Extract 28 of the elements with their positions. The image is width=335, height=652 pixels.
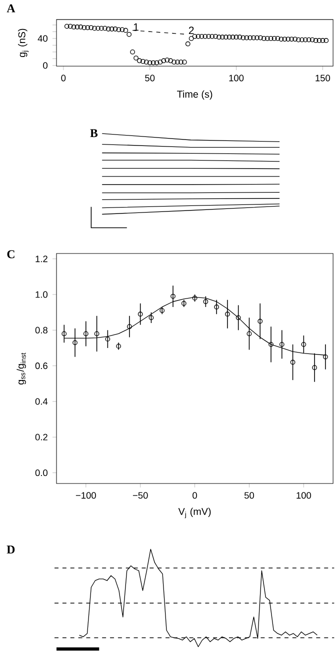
x-tick-label: −100 <box>76 492 96 499</box>
x-axis-title: Time (s) <box>177 90 212 100</box>
y-tick-label: 0 <box>43 62 48 69</box>
y-axis-title: g$_{ss}$/g$_{inst}$ <box>16 352 26 384</box>
y-tick-label: 1.0 <box>36 291 48 298</box>
x-tick-label: −50 <box>132 492 148 499</box>
y-axis-title: g$_{j}$ (nS) <box>18 28 28 58</box>
y-tick-label: 0.2 <box>35 434 48 440</box>
y-tick-label: 0.4 <box>35 398 48 405</box>
x-tick-label: 50 <box>244 492 254 499</box>
y-tick-label: 0.6 <box>35 362 48 370</box>
x-tick-label: 150 <box>316 74 330 82</box>
x-axis-title: V$_{j}$ (mV) <box>178 508 211 518</box>
x-tick-label: 100 <box>229 74 244 82</box>
y-tick-label: 0.8 <box>35 326 48 334</box>
chart-title: A <box>6 4 16 12</box>
annotation: 1 <box>134 23 138 31</box>
chart-title: C <box>7 250 14 258</box>
annotation: 2 <box>188 26 194 34</box>
x-tick-label: 100 <box>296 492 312 499</box>
x-tick-label: 0 <box>61 74 66 82</box>
y-tick-label: 0.0 <box>35 470 48 476</box>
chart-title: B <box>90 129 98 138</box>
x-tick-label: 0 <box>192 492 197 499</box>
chart-title: D <box>6 546 15 554</box>
y-tick-label: 1.2 <box>36 256 48 262</box>
y-tick-label: 40 <box>38 35 48 42</box>
x-tick-label: 50 <box>145 74 155 82</box>
